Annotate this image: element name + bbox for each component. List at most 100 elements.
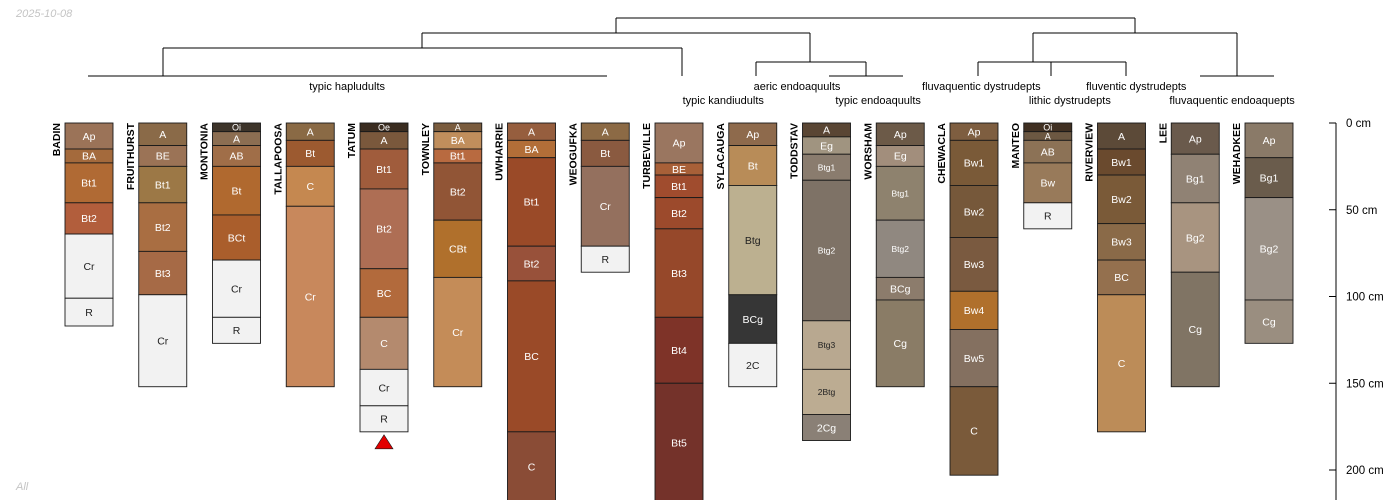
horizon-label: AB — [229, 151, 243, 163]
profile-name: LEE — [1157, 123, 1169, 143]
horizon-label: Cr — [83, 261, 95, 273]
group-label-typic-hapludults: typic hapludults — [309, 81, 385, 93]
horizon-label: A — [1045, 131, 1051, 141]
horizon-label: Cr — [452, 327, 464, 339]
horizon-townley-cr — [433, 276, 483, 388]
horizon-label: Bw5 — [964, 353, 985, 365]
horizon-label: R — [601, 254, 609, 266]
profile-name: WORSHAM — [862, 123, 874, 180]
horizon-label: Bt5 — [671, 437, 687, 449]
horizon-label: R — [85, 307, 93, 319]
horizon-worsham-cg — [875, 299, 925, 388]
date-stamp: 2025-10-08 — [16, 8, 73, 20]
horizon-label: Bt1 — [524, 197, 540, 209]
horizon-lee-ap — [1170, 122, 1220, 155]
horizon-label: Bw1 — [1111, 157, 1132, 169]
horizon-label: Cr — [231, 283, 243, 295]
horizon-label: Bt3 — [671, 268, 687, 280]
horizon-label: Cr — [600, 201, 612, 213]
depth-tick-label: 0 cm — [1346, 118, 1371, 130]
horizon-label: Bt1 — [81, 178, 97, 190]
horizon-label: Btg2 — [892, 244, 910, 254]
depth-axis: 0 cm 50 cm 100 cm 150 cm 200 cm — [1329, 118, 1384, 500]
horizon-weogufka-r — [580, 245, 630, 273]
horizon-toddstav-btg1 — [802, 153, 851, 181]
horizon-label: Btg1 — [818, 162, 836, 172]
horizon-uwharrie-bt1 — [507, 157, 556, 247]
profile-name: RIVERVIEW — [1084, 123, 1096, 182]
horizon-tatum-c — [359, 316, 409, 370]
horizon-label: Bw1 — [964, 158, 985, 170]
profile-turbeville: Ap BE Bt1 Bt2 Bt3 Bt4 Bt5 TURBEVILLE — [641, 122, 704, 500]
horizon-label: A — [233, 133, 240, 145]
depth-tick-label: 200 cm — [1346, 465, 1384, 477]
horizon-label: Cr — [157, 336, 169, 348]
horizon-label: Bt2 — [376, 224, 392, 236]
horizon-toddstav-2btg — [802, 368, 851, 415]
horizon-label: Btg3 — [818, 340, 836, 350]
horizon-label: Eg — [894, 151, 907, 163]
horizon-label: Bt1 — [376, 164, 392, 176]
horizon-label: Ap — [746, 129, 759, 141]
horizon-label: Bw2 — [964, 206, 985, 218]
horizon-label: Bw4 — [964, 305, 985, 317]
horizon-label: Ap — [1263, 135, 1276, 147]
group-labels: typic hapludults typic kandiudults aeric e… — [309, 81, 1295, 107]
horizon-label: Ap — [968, 126, 981, 138]
horizon-label: Bt1 — [155, 179, 171, 191]
horizon-montonia-bt — [212, 165, 261, 216]
horizon-label: Bg2 — [1186, 232, 1205, 244]
horizon-label: Bt1 — [450, 151, 466, 163]
horizon-badin-ap — [64, 122, 114, 150]
horizon-wehadkee-ap — [1244, 122, 1294, 159]
horizon-worsham-btg1 — [875, 165, 925, 221]
profile-fruithurst: A BE Bt1 Bt2 Bt3 Cr FRUITHURST — [125, 122, 188, 388]
horizon-badin-bt1 — [64, 162, 114, 204]
horizon-label: R — [1044, 211, 1052, 223]
horizon-label: Btg2 — [818, 246, 836, 256]
profile-tallapoosa: A Bt C Cr TALLAPOOSA — [272, 122, 335, 388]
horizon-label: C — [380, 338, 388, 350]
group-label-aeric-endoaquults: aeric endoaquults — [754, 81, 841, 93]
horizon-riverview-bc — [1097, 259, 1146, 296]
horizon-label: Oi — [232, 123, 241, 133]
horizon-tatum-bt2 — [359, 188, 409, 270]
horizon-riverview-bw2 — [1097, 174, 1146, 225]
profiles: Ap BA Bt1 Bt2 Cr R BADIN A BE Bt1 Bt2 Bt3 Cr FRUITHUR… — [51, 122, 1294, 500]
profile-chewacla: Ap Bw1 Bw2 Bw3 Bw4 Bw5 C CHEWACLA — [936, 122, 999, 476]
depth-tick-label: 100 cm — [1346, 292, 1384, 304]
profile-name: SYLACAUGA — [715, 123, 727, 190]
horizon-wehadkee-cg — [1244, 299, 1294, 344]
horizon-townley-bt2 — [433, 162, 483, 221]
horizon-sylacauga-2c — [728, 342, 778, 388]
horizon-label: Bt2 — [81, 213, 97, 225]
profile-tatum: Oe A Bt1 Bt2 BC C Cr R TATUM — [346, 122, 409, 450]
group-label-lithic-dystrudepts: lithic dystrudepts — [1029, 95, 1111, 107]
profile-name: WEHADKEE — [1231, 123, 1243, 184]
horizon-label: Eg — [820, 140, 833, 152]
horizon-chewacla-bw5 — [949, 329, 999, 388]
horizon-label: A — [159, 129, 166, 141]
horizon-label: 2Cg — [817, 422, 836, 434]
profile-lee: Ap Bg1 Bg2 Cg LEE — [1157, 122, 1220, 388]
profile-name: UWHARRIE — [494, 123, 506, 181]
horizon-toddstav-2cg — [802, 414, 851, 441]
horizon-label: A — [602, 126, 609, 138]
horizon-label: A — [380, 135, 387, 147]
horizon-label: Bt2 — [155, 222, 171, 234]
horizon-manteo-bw — [1023, 162, 1073, 204]
profile-name: CHEWACLA — [936, 123, 948, 184]
horizon-badin-r — [64, 297, 114, 327]
profile-townley: A BA Bt1 Bt2 CBt Cr TOWNLEY — [420, 122, 483, 388]
horizon-fruithurst-bt2 — [138, 202, 188, 252]
horizon-tallapoosa-cr — [285, 205, 335, 388]
horizon-sylacauga-btg — [728, 185, 778, 296]
horizon-label: 2Btg — [818, 387, 836, 397]
horizon-riverview-c — [1097, 294, 1146, 433]
horizon-label: Ap — [1189, 133, 1202, 145]
horizon-label: Bw3 — [964, 259, 985, 271]
horizon-label: BC — [1114, 272, 1129, 284]
group-label-fluventic-dystrudepts: fluventic dystrudepts — [1086, 81, 1187, 93]
group-label-fluvaquentic-endoaquepts: fluvaquentic endoaquepts — [1169, 95, 1295, 107]
profile-name: MONTONIA — [199, 123, 211, 180]
